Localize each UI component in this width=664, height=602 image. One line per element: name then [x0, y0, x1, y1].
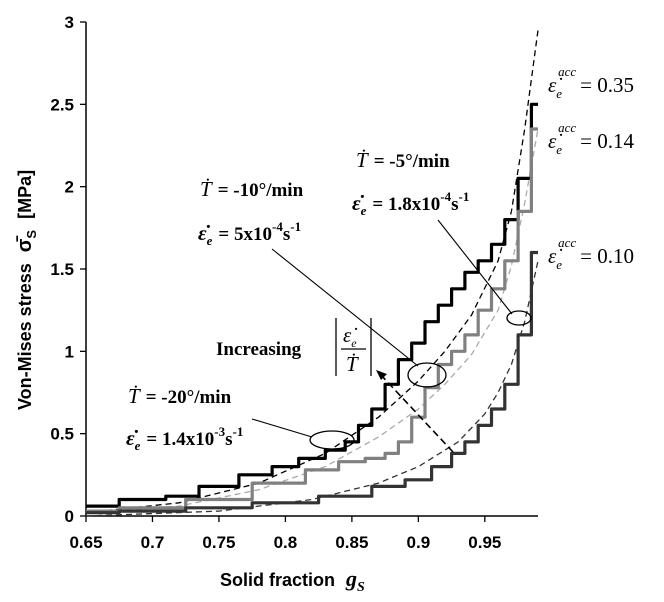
series-label-0: ε̇eacc= 0.35 [548, 64, 634, 101]
y-tick-label: 1.5 [50, 260, 74, 279]
series-line-2 [86, 250, 538, 515]
annotation-minus20: Ṫ = -20°/min ε̇e = 1.4x10-3s-1 [126, 384, 243, 453]
x-tick-label: 0.8 [274, 533, 298, 552]
svg-text:Ṫ= -5°/min: Ṫ = -5°/min [356, 148, 450, 172]
svg-text:ε̇eacc= 0.10: ε̇eacc= 0.10 [548, 235, 634, 272]
x-tick-label: 0.95 [468, 533, 501, 552]
y-axis-label: Von-Mises stress σ̄S [MPa] [14, 170, 40, 410]
svg-text:ε̇e= 5x10-4s-1: ε̇e = 5x10-4s-1 [198, 219, 301, 248]
series-label-1: ε̇eacc= 0.14 [548, 120, 634, 157]
svg-text:Ṫ: Ṫ [346, 352, 359, 376]
y-tick-label: 0.5 [50, 425, 74, 444]
dashed-fit-line-1 [85, 128, 539, 514]
axes [80, 21, 538, 522]
x-tick-label: 0.7 [141, 533, 165, 552]
x-tick-label: 0.9 [407, 533, 431, 552]
svg-text:ε̇e= 1.8x10-4s-1: ε̇e = 1.8x10-4s-1 [352, 189, 469, 218]
series-label-2: ε̇eacc= 0.10 [548, 235, 634, 272]
series-lines [86, 102, 538, 515]
svg-text:ε̇eacc= 0.14: ε̇eacc= 0.14 [548, 120, 634, 157]
svg-text:ε̇eacc= 0.35: ε̇eacc= 0.35 [548, 64, 634, 101]
y-tick-label: 0 [65, 507, 74, 526]
leader-minus20 [251, 418, 313, 438]
x-tick-label: 0.65 [69, 533, 102, 552]
y-tick-label: 2 [65, 178, 74, 197]
y-tick-label: 3 [65, 13, 74, 32]
ellipse-marker-minus20 [309, 430, 355, 450]
svg-text:Ṫ= -20°/min: Ṫ = -20°/min [128, 384, 232, 408]
y-tick-label: 1 [65, 342, 74, 361]
increasing-arrow [376, 370, 454, 453]
increasing-annotation: Increasing ε̇e Ṫ [216, 318, 372, 376]
series-line-1 [86, 127, 538, 513]
leader-minus5 [437, 219, 513, 315]
leader-minus10 [271, 248, 419, 367]
plot-background [86, 22, 538, 516]
svg-text:Ṫ= -10°/min: Ṫ = -10°/min [200, 177, 304, 201]
x-tick-label: 0.75 [202, 533, 235, 552]
y-tick-label: 2.5 [50, 95, 74, 114]
x-axis-label: Solid fraction gS [220, 566, 365, 595]
series-line-0 [86, 102, 538, 508]
annotation-minus10: Ṫ = -10°/min ε̇e = 5x10-4s-1 [198, 177, 304, 248]
svg-text:Increasing: Increasing [216, 339, 302, 360]
svg-text:ε̇e= 1.4x10-3s-1: ε̇e = 1.4x10-3s-1 [126, 424, 243, 453]
x-tick-label: 0.85 [335, 533, 368, 552]
annotation-minus5: Ṫ = -5°/min ε̇e = 1.8x10-4s-1 [352, 148, 469, 218]
dashed-fit-line-0 [85, 30, 539, 514]
ellipse-marker-minus5 [506, 310, 532, 326]
tick-labels: 0.65 0.7 0.75 0.8 0.85 0.9 0.95 0 0.5 1 1.5 2 2.5 3 [50, 13, 501, 552]
ellipse-marker-minus10 [407, 362, 447, 388]
